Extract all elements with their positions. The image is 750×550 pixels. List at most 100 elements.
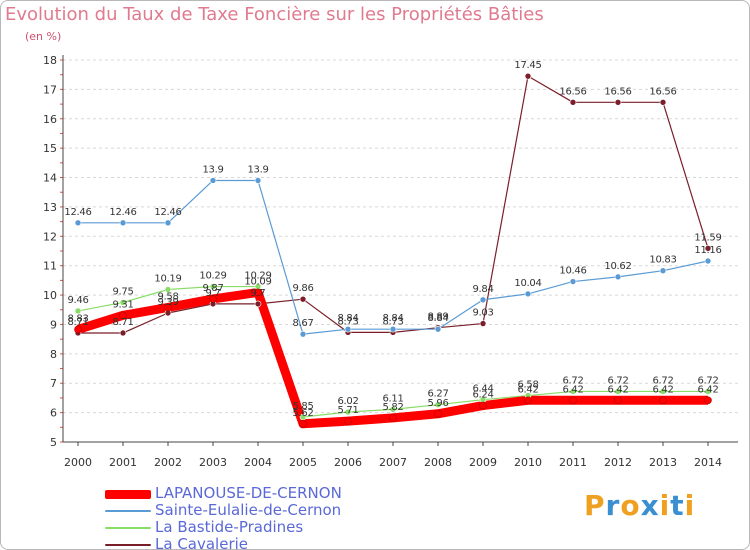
- data-point: [254, 288, 262, 297]
- data-label: 8.84: [427, 313, 448, 324]
- data-point: [704, 396, 712, 405]
- legend-label: La Bastide-Pradines: [155, 518, 304, 536]
- data-label: 12.46: [109, 207, 136, 218]
- data-point: [569, 396, 577, 405]
- x-tick-label: 2011: [559, 456, 587, 469]
- proxiti-logo: Proxiti: [584, 489, 696, 522]
- data-point: [299, 295, 307, 303]
- data-point: [524, 396, 532, 405]
- data-label: 9.87: [202, 283, 223, 294]
- data-label: 9.84: [472, 284, 493, 295]
- chart-legend: LAPANOUSE-DE-CERNON Sainte-Eulalie-de-Cer…: [105, 484, 385, 550]
- data-point: [119, 299, 127, 306]
- data-label: 11.16: [694, 245, 721, 256]
- data-label: 6.58: [517, 380, 538, 391]
- data-label: 8.73: [337, 316, 358, 327]
- data-label: 6.42: [652, 384, 673, 395]
- data-label: 9.31: [112, 299, 133, 310]
- data-label: 9.7: [205, 288, 220, 299]
- data-point: [164, 219, 172, 227]
- data-label: 8.84: [382, 313, 403, 324]
- data-point: [614, 396, 622, 405]
- data-label: 16.56: [559, 86, 586, 97]
- data-point: [254, 177, 262, 184]
- data-point: [614, 99, 622, 106]
- data-point: [434, 409, 442, 418]
- data-point: [74, 307, 82, 315]
- data-label: 12.46: [64, 207, 91, 218]
- data-point: [524, 72, 532, 80]
- data-point: [704, 388, 712, 395]
- y-tick-label: 9: [50, 318, 57, 331]
- legend-label: LAPANOUSE-DE-CERNON: [155, 484, 342, 502]
- legend-swatch: [105, 489, 151, 499]
- data-point: [164, 303, 172, 312]
- data-label: 9.39: [157, 297, 178, 308]
- data-label: 6.72: [607, 375, 628, 386]
- legend-swatch: [105, 544, 151, 546]
- data-point: [614, 388, 622, 395]
- y-tick-label: 16: [43, 113, 57, 126]
- data-label: 9.03: [472, 308, 493, 319]
- data-point: [569, 278, 577, 285]
- x-tick-label: 2008: [424, 456, 452, 469]
- data-point: [659, 396, 667, 405]
- data-label: 6.42: [517, 384, 538, 395]
- x-tick-label: 2012: [604, 456, 632, 469]
- x-tick-label: 2006: [334, 456, 362, 469]
- data-label: 8.67: [292, 318, 313, 329]
- data-point: [569, 388, 577, 395]
- data-label: 5.96: [427, 398, 448, 409]
- data-point: [479, 296, 487, 304]
- data-label: 6.42: [697, 384, 718, 395]
- data-point: [119, 219, 127, 227]
- x-tick-label: 2002: [154, 456, 182, 469]
- data-label: 5.71: [337, 405, 358, 416]
- data-label: 6.02: [337, 396, 358, 407]
- data-point: [389, 414, 397, 422]
- data-label: 13.9: [202, 164, 223, 175]
- data-label: 17.45: [514, 60, 541, 71]
- data-point: [209, 295, 217, 303]
- data-point: [299, 419, 307, 428]
- data-label: 9.86: [292, 283, 313, 294]
- y-tick-label: 15: [43, 142, 57, 155]
- legend-entry: La Bastide-Pradines: [105, 518, 385, 536]
- x-tick-label: 2004: [244, 456, 272, 469]
- data-label: 9.58: [157, 291, 178, 302]
- data-point: [659, 267, 667, 274]
- x-tick-label: 2003: [199, 456, 227, 469]
- data-point: [569, 99, 577, 106]
- data-label: 6.42: [607, 384, 628, 395]
- data-label: 10.62: [604, 261, 631, 272]
- data-point: [74, 219, 82, 227]
- x-tick-label: 2014: [694, 456, 722, 469]
- data-point: [119, 311, 127, 320]
- data-point: [299, 330, 307, 338]
- data-label: 5.82: [382, 402, 403, 413]
- data-point: [74, 325, 82, 334]
- x-tick-label: 2010: [514, 456, 542, 469]
- x-tick-label: 2000: [64, 456, 92, 469]
- data-point: [344, 417, 352, 425]
- data-label: 5.62: [292, 408, 313, 419]
- data-label: 8.84: [337, 313, 358, 324]
- data-point: [704, 257, 712, 265]
- data-point: [479, 401, 487, 410]
- data-label: 8.71: [112, 317, 133, 328]
- data-label: 6.24: [472, 390, 493, 401]
- legend-entry: Sainte-Eulalie-de-Cernon: [105, 501, 385, 519]
- legend-label: La Cavalerie: [155, 535, 249, 550]
- data-label: 10.09: [244, 276, 271, 287]
- data-label: 9.7: [250, 288, 265, 299]
- data-point: [254, 300, 262, 308]
- data-point: [209, 177, 217, 184]
- data-label: 6.42: [562, 384, 583, 395]
- y-tick-label: 12: [43, 230, 57, 243]
- x-tick-label: 2001: [109, 456, 137, 469]
- data-point: [344, 325, 352, 333]
- data-label: 9.75: [112, 286, 133, 297]
- data-point: [659, 388, 667, 395]
